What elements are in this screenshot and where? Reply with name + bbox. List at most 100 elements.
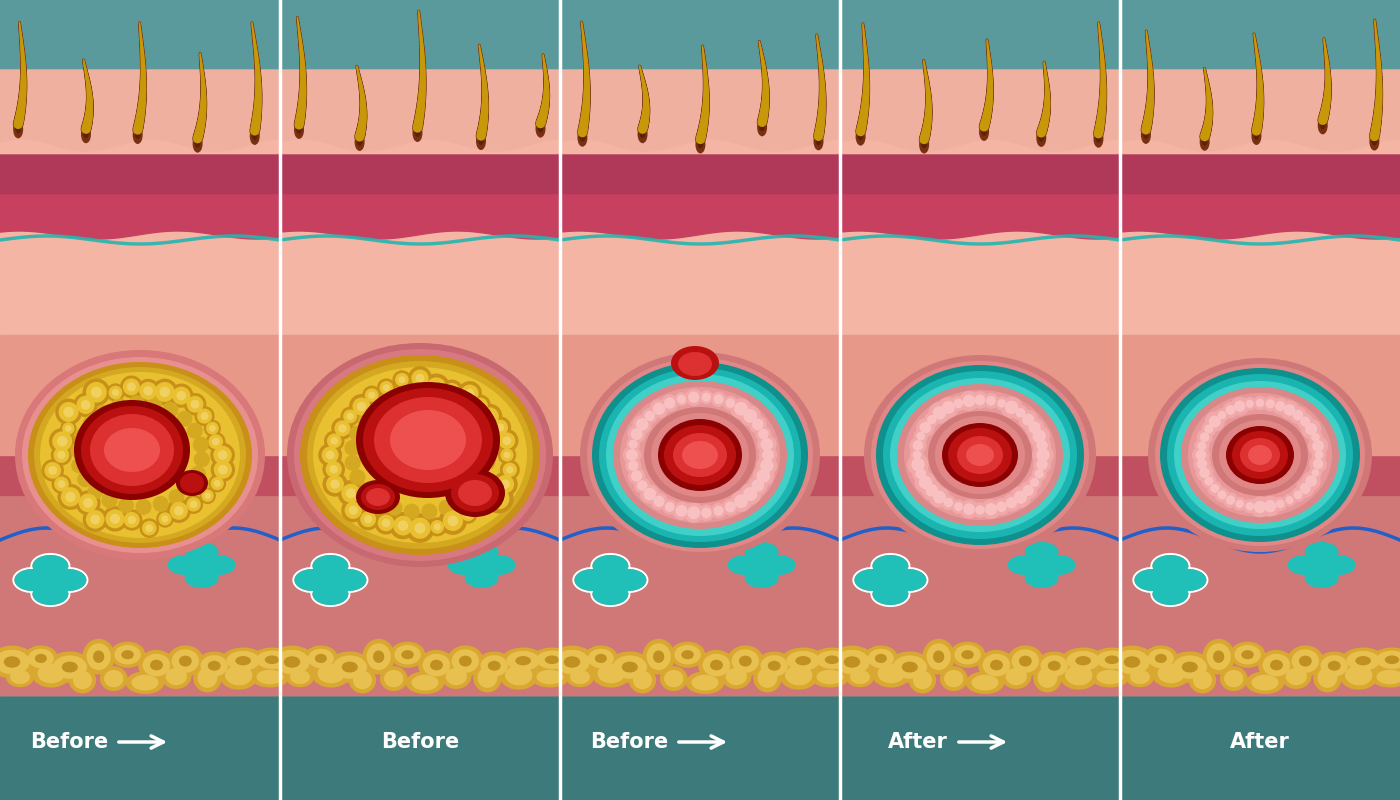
Ellipse shape: [664, 670, 683, 687]
Ellipse shape: [225, 665, 252, 686]
Ellipse shape: [384, 670, 403, 687]
Ellipse shape: [353, 670, 372, 690]
Ellipse shape: [829, 646, 875, 678]
Ellipse shape: [24, 646, 59, 671]
Ellipse shape: [445, 469, 505, 517]
Circle shape: [1222, 492, 1239, 508]
Ellipse shape: [813, 132, 823, 150]
Circle shape: [1285, 496, 1294, 504]
Circle shape: [1215, 487, 1229, 502]
Ellipse shape: [1091, 666, 1130, 687]
Circle shape: [1253, 396, 1267, 410]
Bar: [0, 150, 280, 695]
Circle shape: [941, 495, 956, 510]
Circle shape: [204, 420, 221, 437]
Circle shape: [168, 489, 185, 505]
Circle shape: [644, 410, 655, 421]
Circle shape: [127, 516, 136, 524]
Ellipse shape: [477, 667, 497, 688]
Ellipse shape: [412, 674, 438, 690]
Circle shape: [454, 402, 469, 418]
Ellipse shape: [1285, 667, 1306, 685]
Ellipse shape: [476, 651, 512, 680]
Ellipse shape: [536, 670, 564, 684]
Ellipse shape: [395, 645, 421, 665]
Circle shape: [1012, 405, 1029, 421]
Ellipse shape: [721, 664, 752, 689]
Ellipse shape: [678, 352, 713, 376]
Ellipse shape: [1224, 670, 1243, 687]
Ellipse shape: [1270, 660, 1282, 670]
Ellipse shape: [1134, 569, 1170, 591]
Circle shape: [340, 406, 360, 426]
Circle shape: [469, 394, 491, 416]
Ellipse shape: [875, 654, 888, 663]
Ellipse shape: [181, 473, 204, 493]
Circle shape: [193, 451, 210, 467]
Ellipse shape: [1212, 414, 1308, 496]
Circle shape: [932, 490, 946, 504]
Ellipse shape: [92, 650, 105, 663]
Circle shape: [344, 455, 361, 471]
Circle shape: [959, 390, 979, 411]
Circle shape: [342, 484, 360, 502]
Circle shape: [928, 402, 951, 424]
Ellipse shape: [1025, 542, 1058, 562]
Ellipse shape: [134, 127, 140, 139]
Circle shape: [70, 442, 87, 458]
Circle shape: [71, 458, 87, 474]
Ellipse shape: [1240, 438, 1280, 472]
Circle shape: [907, 454, 928, 475]
Bar: [1120, 0, 1400, 800]
Circle shape: [106, 383, 125, 402]
Ellipse shape: [692, 674, 718, 690]
Ellipse shape: [1061, 647, 1106, 674]
Ellipse shape: [1263, 654, 1291, 677]
Ellipse shape: [167, 646, 203, 677]
Circle shape: [725, 502, 736, 513]
Ellipse shape: [356, 480, 400, 514]
Ellipse shape: [902, 662, 918, 673]
Circle shape: [385, 394, 402, 410]
Circle shape: [210, 477, 224, 490]
Circle shape: [477, 404, 503, 429]
Ellipse shape: [249, 127, 260, 145]
Circle shape: [1310, 433, 1320, 442]
Ellipse shape: [629, 666, 657, 694]
Ellipse shape: [1320, 655, 1348, 677]
Bar: [0, 695, 280, 800]
Circle shape: [1294, 490, 1302, 499]
Ellipse shape: [46, 651, 92, 682]
Circle shape: [661, 394, 679, 412]
Ellipse shape: [1036, 651, 1072, 680]
Ellipse shape: [647, 643, 671, 670]
Circle shape: [953, 502, 963, 511]
Ellipse shape: [1105, 655, 1119, 664]
Circle shape: [1309, 466, 1322, 479]
Circle shape: [921, 480, 942, 501]
Ellipse shape: [300, 355, 540, 555]
Ellipse shape: [1155, 364, 1365, 546]
Circle shape: [913, 450, 921, 459]
Text: After: After: [1231, 732, 1289, 752]
Ellipse shape: [1093, 130, 1103, 148]
Ellipse shape: [1096, 650, 1127, 669]
Circle shape: [752, 418, 763, 430]
Ellipse shape: [1340, 661, 1379, 690]
Polygon shape: [280, 155, 560, 210]
Circle shape: [489, 488, 510, 510]
Ellipse shape: [1287, 646, 1323, 677]
Circle shape: [416, 374, 424, 382]
Circle shape: [326, 434, 342, 448]
Ellipse shape: [531, 666, 570, 687]
Circle shape: [1036, 459, 1047, 470]
Circle shape: [911, 465, 930, 482]
Circle shape: [739, 406, 760, 426]
Circle shape: [343, 410, 357, 423]
Bar: [280, 415, 560, 495]
Circle shape: [371, 493, 386, 509]
Ellipse shape: [725, 667, 746, 685]
Circle shape: [169, 383, 193, 408]
Ellipse shape: [1166, 651, 1212, 682]
Ellipse shape: [196, 651, 232, 680]
